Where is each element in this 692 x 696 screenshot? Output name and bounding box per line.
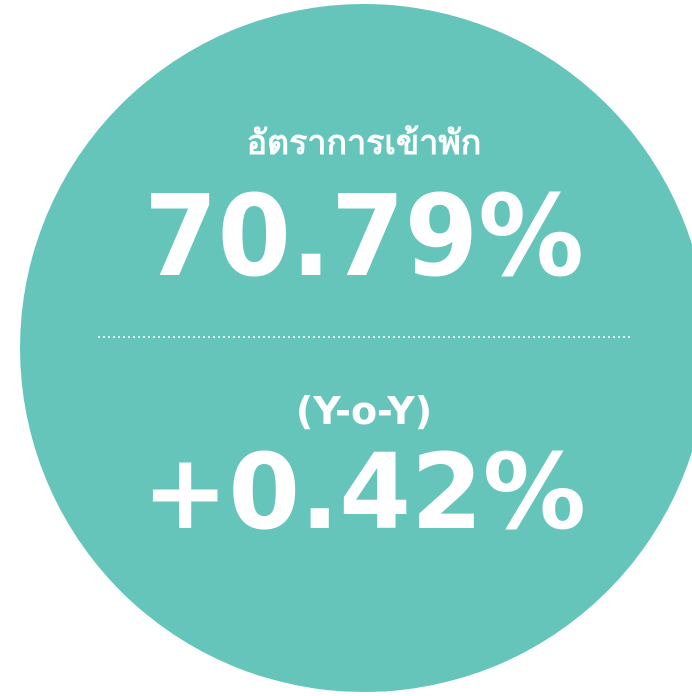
circle (20, 4, 692, 692)
change-label: (Y-o-Y) (296, 389, 432, 433)
label: อัตราการเข้าพัก (247, 123, 482, 163)
change-value: +0.42% (142, 431, 586, 553)
value: 70.79% (144, 172, 584, 302)
